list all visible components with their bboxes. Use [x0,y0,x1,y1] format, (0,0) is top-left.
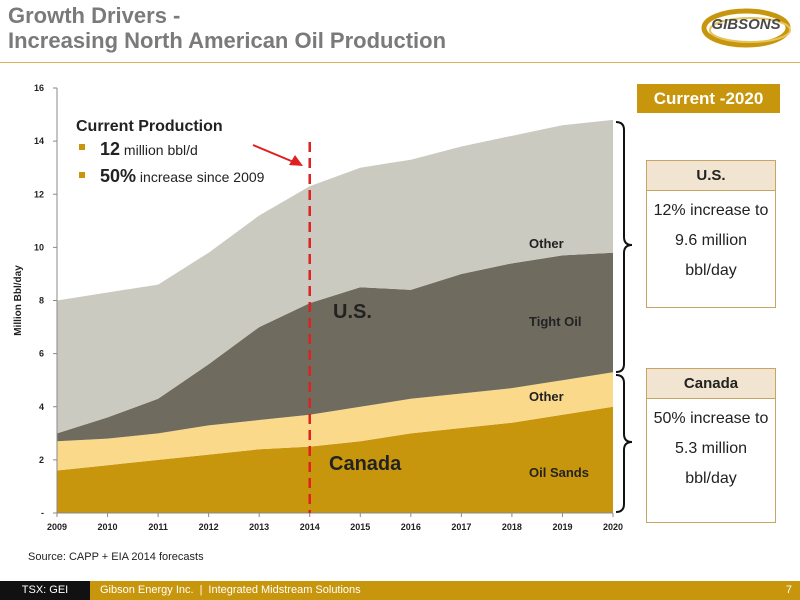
footer-separator: | [199,584,203,596]
gibsons-logo: GIBSONS [700,4,792,54]
us-summary-title: U.S. [647,161,775,191]
y-tick-label: - [41,508,44,518]
x-tick-label: 2018 [502,522,522,532]
y-tick-label: 14 [34,136,44,146]
y-tick-label: 4 [39,402,44,412]
bullet-icon [79,172,85,178]
area-series-0 [57,406,613,513]
x-tick-label: 2016 [401,522,421,532]
series-label-oil-sands: Oil Sands [529,465,589,480]
chart-areas [57,119,613,513]
canada-summary-text: 50% increase to 5.3 million bbl/day [653,410,769,487]
production-chart: 2009 2010 2011 2012 2013 2014 2015 2016 2017 2018… [13,83,633,532]
footer-company-name: Gibson Energy Inc. [100,584,194,596]
x-tick-label: 2020 [603,522,623,532]
callout-heading: Current Production [76,118,223,135]
y-axis-label: Million Bbl/day [13,265,24,336]
footer-tagline: Integrated Midstream Solutions [208,584,361,596]
bullet-icon [79,144,85,150]
us-summary-text: 12% increase to 9.6 million bbl/day [653,202,769,279]
bullet-2-value: 50% [100,166,136,186]
series-label-other-canada: Other [529,389,564,404]
canada-summary-box: Canada 50% increase to 5.3 million bbl/d… [646,368,776,523]
title-line-2: Increasing North American Oil Production [8,28,447,53]
y-tick-labels: - 2 4 6 8 10 12 14 16 [34,83,57,518]
x-tick-label: 2013 [249,522,269,532]
x-tick-label: 2017 [451,522,471,532]
us-summary-box: U.S. 12% increase to 9.6 million bbl/day [646,160,776,308]
area-series-1 [57,372,613,471]
x-tick-label: 2019 [552,522,572,532]
current-2020-badge: Current -2020 [637,84,780,113]
canada-bracket [615,374,633,513]
chart-source-note: Source: CAPP + EIA 2014 forecasts [28,551,204,563]
y-tick-label: 16 [34,83,44,93]
area-series-3 [57,119,613,434]
callout-arrow-line [252,144,297,164]
bullet-1-value: 12 [100,139,120,159]
y-tick-label: 2 [39,455,44,465]
page-title: Growth Drivers - Increasing North Americ… [8,3,446,53]
area-series-2 [57,252,613,442]
arrow-head-icon [289,155,303,166]
footer-bar: TSX: GEI Gibson Energy Inc. | Integrated M… [0,581,800,600]
x-tick-label: 2011 [148,522,168,532]
title-divider [0,62,800,63]
callout-bullet-2: 50% increase since 2009 [100,166,265,186]
us-bracket [615,121,633,373]
y-tick-label: 6 [39,349,44,359]
x-tick-label: 2009 [47,522,67,532]
bullet-2-text: increase since 2009 [136,169,265,185]
x-tick-label: 2014 [300,522,320,532]
current-production-callout: Current Production 12 million bbl/d 50% … [76,118,303,186]
callout-bullet-1: 12 million bbl/d [100,139,198,159]
x-tick-labels: 2009 2010 2011 2012 2013 2014 2015 2016 2017 2018… [47,513,623,532]
y-tick-label: 8 [39,296,44,306]
region-label-us: U.S. [333,301,372,323]
x-tick-label: 2010 [98,522,118,532]
logo-swoosh-icon [701,8,791,48]
footer-ticker: TSX: GEI [0,581,90,600]
series-label-other-us: Other [529,236,564,251]
x-tick-label: 2012 [199,522,219,532]
series-label-tight-oil: Tight Oil [529,314,581,329]
bullet-1-text: million bbl/d [120,142,198,158]
page-number: 7 [785,584,792,596]
y-tick-label: 10 [34,242,44,252]
canada-summary-title: Canada [647,369,775,399]
footer-company: Gibson Energy Inc. | Integrated Midstream … [100,581,361,600]
region-label-canada: Canada [329,453,402,475]
x-tick-label: 2015 [350,522,370,532]
title-line-1: Growth Drivers - [8,3,181,28]
y-tick-label: 12 [34,189,44,199]
logo-text: GIBSONS [711,16,781,33]
